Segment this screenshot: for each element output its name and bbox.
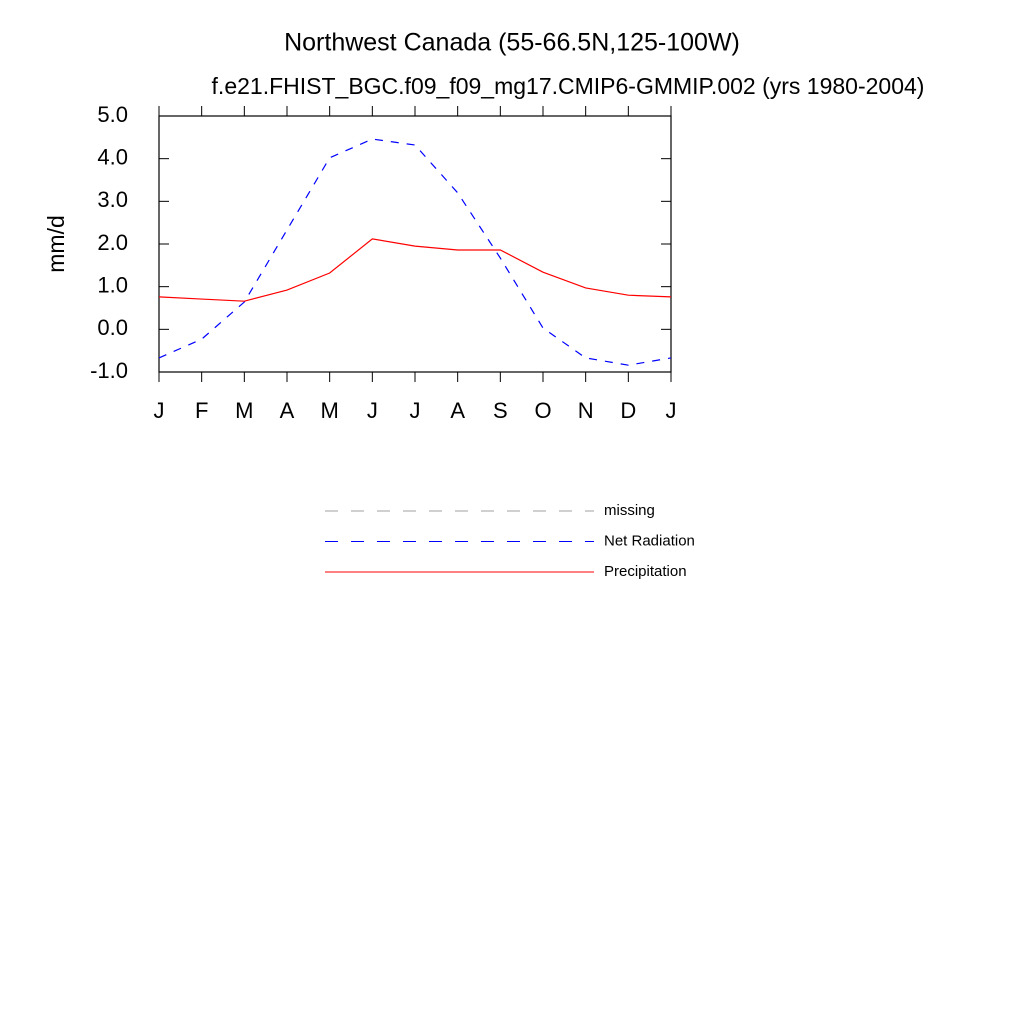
- x-tick-label: J: [666, 398, 677, 423]
- y-axis-label: mm/d: [43, 215, 69, 273]
- y-tick-label: 4.0: [97, 144, 128, 169]
- y-tick-label: 2.0: [97, 230, 128, 255]
- y-tick-label: 5.0: [97, 102, 128, 127]
- y-tick-label: -1.0: [90, 358, 128, 383]
- legend-label: Precipitation: [604, 563, 687, 580]
- series-line: [158, 138, 672, 366]
- y-tick-label: 3.0: [97, 187, 128, 212]
- x-tick-label: J: [367, 398, 378, 423]
- x-tick-label: D: [620, 398, 636, 423]
- x-tick-label: S: [493, 398, 508, 423]
- x-tick-label: N: [578, 398, 594, 423]
- x-tick-label: F: [195, 398, 208, 423]
- y-tick-label: 0.0: [97, 315, 128, 340]
- plot-frame: [158, 115, 672, 373]
- x-tick-label: A: [450, 398, 465, 423]
- x-tick-label: O: [534, 398, 551, 423]
- series-line: [158, 238, 672, 302]
- x-tick-label: M: [235, 398, 253, 423]
- chart-title: Northwest Canada (55-66.5N,125-100W): [284, 29, 740, 57]
- x-tick-label: A: [280, 398, 295, 423]
- x-tick-label: J: [410, 398, 421, 423]
- chart-subtitle: f.e21.FHIST_BGC.f09_f09_mg17.CMIP6-GMMIP…: [212, 73, 925, 99]
- legend-label: missing: [604, 502, 655, 519]
- x-tick-label: M: [321, 398, 339, 423]
- y-tick-label: 1.0: [97, 272, 128, 297]
- legend-label: Net Radiation: [604, 532, 695, 549]
- x-tick-label: J: [154, 398, 165, 423]
